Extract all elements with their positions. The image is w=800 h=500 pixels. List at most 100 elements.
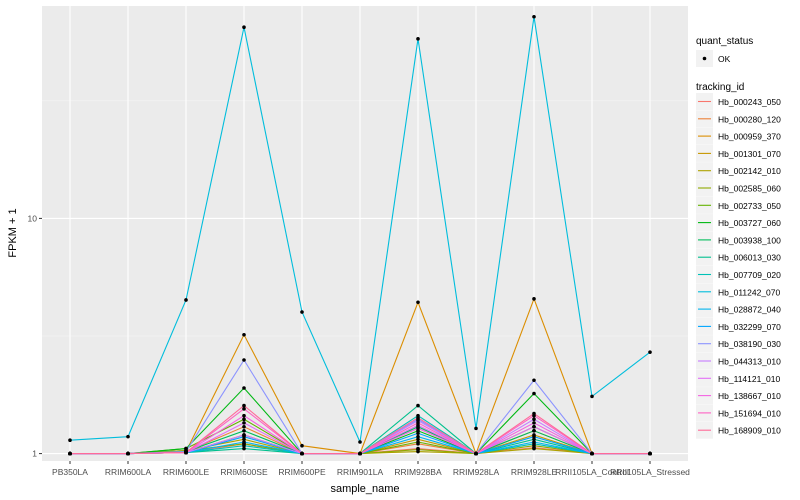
legend-entry-label: Hb_001301_070 <box>718 149 781 159</box>
data-point <box>416 440 420 444</box>
data-point <box>416 403 420 408</box>
x-tick-label: PB350LA <box>52 467 88 477</box>
data-point <box>648 451 652 456</box>
data-point <box>242 358 246 362</box>
data-point <box>416 37 420 41</box>
legend-entry-label: Hb_038190_030 <box>718 339 781 349</box>
data-point <box>184 446 188 451</box>
legend-title: quant_status <box>696 36 753 47</box>
data-point <box>416 421 420 425</box>
legend-entry-label: Hb_002585_060 <box>718 184 781 194</box>
data-point <box>532 446 536 451</box>
data-point <box>648 350 652 354</box>
data-points <box>68 14 652 456</box>
data-point <box>416 415 420 420</box>
data-point <box>242 386 246 390</box>
data-point <box>416 431 420 436</box>
data-point <box>68 438 72 443</box>
x-tick-label: RRII105LA_Stressed <box>610 467 690 477</box>
data-point <box>532 421 536 425</box>
data-point <box>184 450 188 455</box>
x-axis-title: sample_name <box>330 483 399 495</box>
legend: quant_status OK tracking_id Hb_000243_050 Hb… <box>696 36 781 439</box>
data-point <box>532 14 536 19</box>
data-point <box>416 437 420 442</box>
data-point <box>242 403 246 408</box>
legend-title: tracking_id <box>696 82 744 93</box>
legend-entry-label: Hb_003938_100 <box>718 235 781 245</box>
data-point <box>532 378 536 383</box>
x-tick-label: RRII105LA_Control <box>555 467 629 477</box>
legend-entry-label: Hb_138667_010 <box>718 391 781 401</box>
y-axis: 1 10 <box>28 213 42 459</box>
legend-entry-label: Hb_168909_010 <box>718 426 781 436</box>
data-point <box>590 394 594 399</box>
data-point <box>242 332 246 337</box>
x-tick-label: RRIM600SE <box>220 467 268 477</box>
data-point <box>416 447 420 452</box>
data-point <box>242 421 246 425</box>
data-point <box>68 451 72 456</box>
legend-entry-label: Hb_114121_010 <box>718 374 781 384</box>
legend-entry-label: Hb_002142_010 <box>718 166 781 176</box>
legend-entry-label: Hb_007709_020 <box>718 270 781 280</box>
data-point <box>532 417 536 422</box>
x-tick-label: RRIM901LA <box>337 467 384 477</box>
legend-entry-label: OK <box>718 54 731 64</box>
data-point <box>242 437 246 442</box>
y-tick-label: 1 <box>32 449 37 459</box>
data-point <box>300 443 304 448</box>
data-point <box>416 434 420 439</box>
data-point <box>242 429 246 433</box>
data-point <box>532 429 536 433</box>
data-point <box>300 310 304 314</box>
legend-entry-label: Hb_002733_050 <box>718 201 781 211</box>
data-point <box>126 451 130 456</box>
x-tick-label: RRIM928BA <box>394 467 442 477</box>
legend-entry-label: Hb_000243_050 <box>718 97 781 107</box>
legend-entry-label: Hb_006013_030 <box>718 253 781 263</box>
y-axis-title: FPKM + 1 <box>7 208 19 257</box>
y-tick-label: 10 <box>28 213 38 223</box>
data-point <box>416 426 420 431</box>
data-point <box>532 411 536 416</box>
data-point <box>532 297 536 301</box>
legend-entry-label: Hb_151694_010 <box>718 408 781 418</box>
data-point <box>532 437 536 442</box>
x-tick-label: RRIM600LE <box>163 467 210 477</box>
x-axis: PB350LA RRIM600LA RRIM600LE RRIM600SE RRIM60… <box>52 461 690 477</box>
data-point <box>300 451 304 456</box>
data-point <box>474 426 478 431</box>
data-point <box>532 434 536 439</box>
legend-entry-label: Hb_003727_060 <box>718 218 781 228</box>
x-tick-label: RRIM928LA <box>453 467 500 477</box>
data-point <box>590 451 594 456</box>
legend-entry-label: Hb_000959_370 <box>718 132 781 142</box>
data-point <box>126 434 130 439</box>
data-point <box>532 424 536 429</box>
data-point <box>242 446 246 451</box>
data-point <box>532 391 536 396</box>
data-point <box>358 440 362 444</box>
legend-entry-label: Hb_011242_070 <box>718 287 781 297</box>
data-point <box>242 413 246 418</box>
data-point <box>242 407 246 411</box>
data-point <box>242 25 246 30</box>
data-point <box>474 451 478 456</box>
data-point <box>242 433 246 437</box>
data-point <box>242 440 246 444</box>
legend-entry-label: Hb_000280_120 <box>718 114 781 124</box>
legend-entry-label: Hb_044313_010 <box>718 357 781 367</box>
data-point <box>532 440 536 444</box>
x-tick-label: RRIM600PE <box>278 467 326 477</box>
legend-entry-label: Hb_028872_040 <box>718 305 781 315</box>
legend-entry-label: Hb_032299_070 <box>718 322 781 332</box>
x-tick-label: RRIM600LA <box>105 467 152 477</box>
data-point <box>358 451 362 456</box>
x-tick-label: RRIM928LE <box>511 467 558 477</box>
data-point <box>242 417 246 422</box>
data-point <box>242 443 246 448</box>
data-point <box>242 424 246 429</box>
legend-point-symbol <box>702 56 707 61</box>
